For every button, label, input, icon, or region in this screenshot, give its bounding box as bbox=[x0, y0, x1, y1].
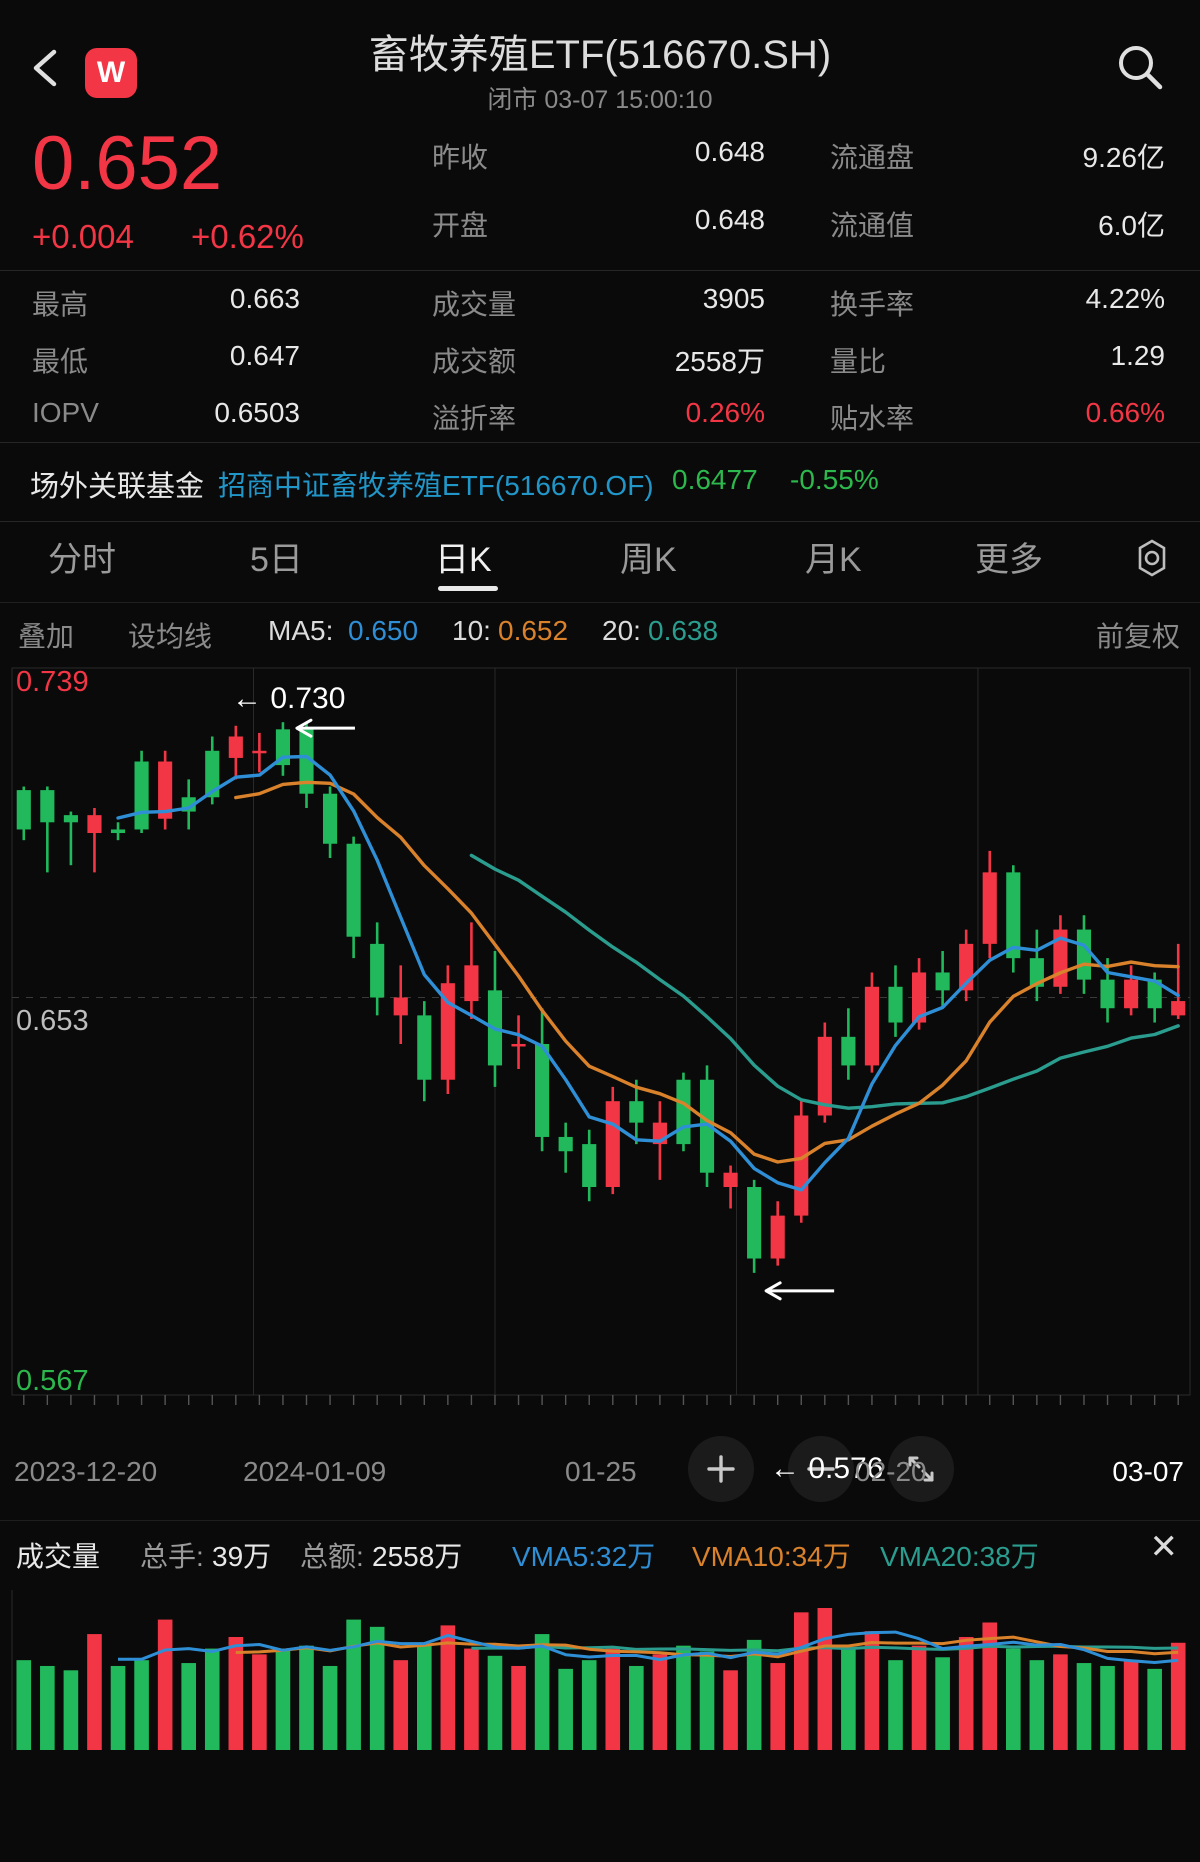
stat-value-low: 0.647 bbox=[229, 340, 300, 371]
stat-label-high: 最高 bbox=[32, 289, 89, 320]
adjust-mode-button[interactable]: 前复权 bbox=[1095, 621, 1180, 652]
tab-intraday[interactable]: 分时 bbox=[48, 541, 116, 579]
stat-value-iopv: 0.6503 bbox=[214, 397, 300, 428]
stat-value-turnover-rate: 4.22% bbox=[1085, 283, 1165, 314]
tab-active-underline bbox=[438, 586, 498, 591]
x-tick-1: 2024-01-09 bbox=[243, 1456, 387, 1487]
related-fund-nav: 0.6477 bbox=[672, 464, 758, 495]
stat-label-discount: 贴水率 bbox=[830, 403, 915, 434]
total-amount-value: 2558万 bbox=[372, 1541, 463, 1572]
wind-logo[interactable]: W bbox=[85, 48, 137, 98]
x-tick-2: 01-25 bbox=[565, 1456, 637, 1487]
ma10-value: 0.652 bbox=[498, 615, 569, 646]
top-bar: W 畜牧养殖ETF(516670.SH) 闭市 03-07 15:00:10 bbox=[0, 0, 1200, 120]
stat-label-premium: 溢折率 bbox=[432, 403, 517, 434]
related-fund-row[interactable]: 场外关联基金 招商中证畜牧养殖ETF(516670.OF) 0.6477 -0.… bbox=[0, 443, 1200, 521]
candlestick-chart[interactable]: 0.739 0.653 0.567 ← 0.730 bbox=[0, 660, 1200, 1502]
stats-row-5: IOPV 0.6503 溢折率 0.26% 贴水率 0.66% bbox=[0, 385, 1200, 442]
tab-weekly-k[interactable]: 周K bbox=[620, 541, 677, 579]
stat-label-volume: 成交量 bbox=[432, 289, 517, 320]
zoom-out-button[interactable] bbox=[788, 1436, 854, 1502]
volume-chart[interactable] bbox=[0, 1582, 1200, 1757]
related-fund-name[interactable]: 招商中证畜牧养殖ETF(516670.OF) bbox=[218, 470, 654, 501]
stat-label-prev-close: 昨收 bbox=[432, 142, 489, 173]
stat-label-volume-ratio: 量比 bbox=[830, 346, 887, 377]
related-fund-change: -0.55% bbox=[790, 464, 879, 495]
vma10-value: VMA10:34万 bbox=[692, 1541, 851, 1572]
zoom-in-button[interactable] bbox=[688, 1436, 754, 1502]
overlay-button[interactable]: 叠加 bbox=[18, 621, 75, 652]
stat-label-iopv: IOPV bbox=[32, 397, 99, 428]
total-hand-value: 39万 bbox=[212, 1541, 272, 1572]
total-amount-label: 总额: bbox=[300, 1541, 364, 1572]
y-axis-high-label: 0.739 bbox=[16, 666, 89, 698]
stat-value-volume-ratio: 1.29 bbox=[1110, 340, 1166, 371]
page-title: 畜牧养殖ETF(516670.SH) bbox=[368, 33, 832, 77]
total-hand-label: 总手: bbox=[140, 1541, 204, 1572]
stat-label-open: 开盘 bbox=[432, 210, 489, 241]
stats-row-2: 开盘 0.648 流通值 6.0亿 bbox=[0, 192, 1200, 249]
volume-title: 成交量 bbox=[16, 1541, 101, 1572]
divider-top bbox=[0, 270, 1200, 271]
related-fund-label: 场外关联基金 bbox=[30, 471, 205, 503]
stats-grid: 最高 0.663 成交量 3905 换手率 4.22% 最低 0.647 成交额… bbox=[0, 271, 1200, 442]
period-high-annotation: ← 0.730 bbox=[232, 682, 346, 715]
back-icon[interactable] bbox=[28, 48, 62, 88]
fullscreen-button[interactable] bbox=[888, 1436, 954, 1502]
stats-row-1: 昨收 0.648 流通盘 9.26亿 bbox=[0, 124, 1200, 181]
x-tick-4: 03-07 bbox=[1112, 1456, 1184, 1487]
stat-label-turnover-rate: 换手率 bbox=[830, 289, 915, 320]
y-axis-low-label: 0.567 bbox=[16, 1365, 89, 1397]
search-icon[interactable] bbox=[1112, 40, 1168, 96]
y-axis-mid-label: 0.653 bbox=[16, 1005, 89, 1037]
ma20-label: 20: bbox=[602, 615, 641, 646]
chart-period-tabs: 分时 5日 日K 周K 月K 更多 bbox=[0, 522, 1200, 602]
volume-panel-header: 成交量 总手: 39万 总额: 2558万 VMA5:32万 VMA10:34万… bbox=[0, 1520, 1200, 1582]
change-absolute: +0.004 bbox=[32, 218, 134, 255]
ma10-label: 10: bbox=[452, 615, 491, 646]
stat-label-float-shares: 流通盘 bbox=[830, 142, 915, 173]
close-icon[interactable]: ✕ bbox=[1149, 1528, 1179, 1566]
stat-value-float-shares: 9.26亿 bbox=[1082, 142, 1166, 173]
last-price: 0.652 bbox=[32, 121, 223, 206]
stat-value-premium: 0.26% bbox=[685, 397, 765, 428]
stat-label-amount: 成交额 bbox=[432, 346, 517, 377]
period-low-annotation: ← 0.576 bbox=[770, 1452, 884, 1485]
tab-5day[interactable]: 5日 bbox=[250, 541, 303, 579]
ma20-value: 0.638 bbox=[648, 615, 719, 646]
stats-row-3: 最高 0.663 成交量 3905 换手率 4.22% bbox=[0, 271, 1200, 328]
x-tick-3: 02-20 bbox=[855, 1456, 927, 1487]
ma5-label: MA5: bbox=[268, 615, 334, 646]
stat-label-low: 最低 bbox=[32, 346, 89, 377]
stat-value-volume: 3905 bbox=[702, 283, 765, 314]
stat-value-high: 0.663 bbox=[229, 283, 300, 314]
change-percent: +0.62% bbox=[191, 218, 304, 255]
stats-row-4: 最低 0.647 成交额 2558万 量比 1.29 bbox=[0, 328, 1200, 385]
ma5-value: 0.650 bbox=[348, 615, 419, 646]
wind-logo-text: W bbox=[96, 56, 126, 89]
quote-block: 0.652 +0.004 +0.62% 昨收 0.648 流通盘 9.26亿 开… bbox=[0, 120, 1200, 270]
tab-more[interactable]: 更多 bbox=[975, 541, 1043, 579]
x-tick-0: 2023-12-20 bbox=[14, 1456, 158, 1487]
divider-stats bbox=[0, 442, 1200, 443]
x-axis-labels: 2023-12-20 2024-01-09 01-25 02-20 03-07 bbox=[0, 1450, 1200, 1520]
stat-label-float-value: 流通值 bbox=[830, 210, 915, 241]
stat-value-discount: 0.66% bbox=[1085, 397, 1165, 428]
stat-value-open: 0.648 bbox=[694, 204, 765, 235]
market-status: 闭市 03-07 15:00:10 bbox=[487, 86, 713, 114]
tab-daily-k[interactable]: 日K bbox=[435, 541, 492, 579]
moving-average-bar: 叠加 设均线 MA5: 0.650 10: 0.652 20: 0.638 前复… bbox=[0, 602, 1200, 660]
change-row: +0.004 +0.62% bbox=[32, 218, 352, 256]
divider-fund bbox=[0, 521, 1200, 522]
gear-icon[interactable] bbox=[1132, 538, 1172, 578]
stat-value-float-value: 6.0亿 bbox=[1098, 210, 1165, 241]
stat-value-amount: 2558万 bbox=[674, 346, 765, 377]
set-ma-button[interactable]: 设均线 bbox=[128, 621, 213, 652]
vma5-value: VMA5:32万 bbox=[512, 1541, 656, 1572]
vma20-value: VMA20:38万 bbox=[880, 1541, 1039, 1572]
tab-monthly-k[interactable]: 月K bbox=[805, 541, 862, 579]
stat-value-prev-close: 0.648 bbox=[694, 136, 765, 167]
